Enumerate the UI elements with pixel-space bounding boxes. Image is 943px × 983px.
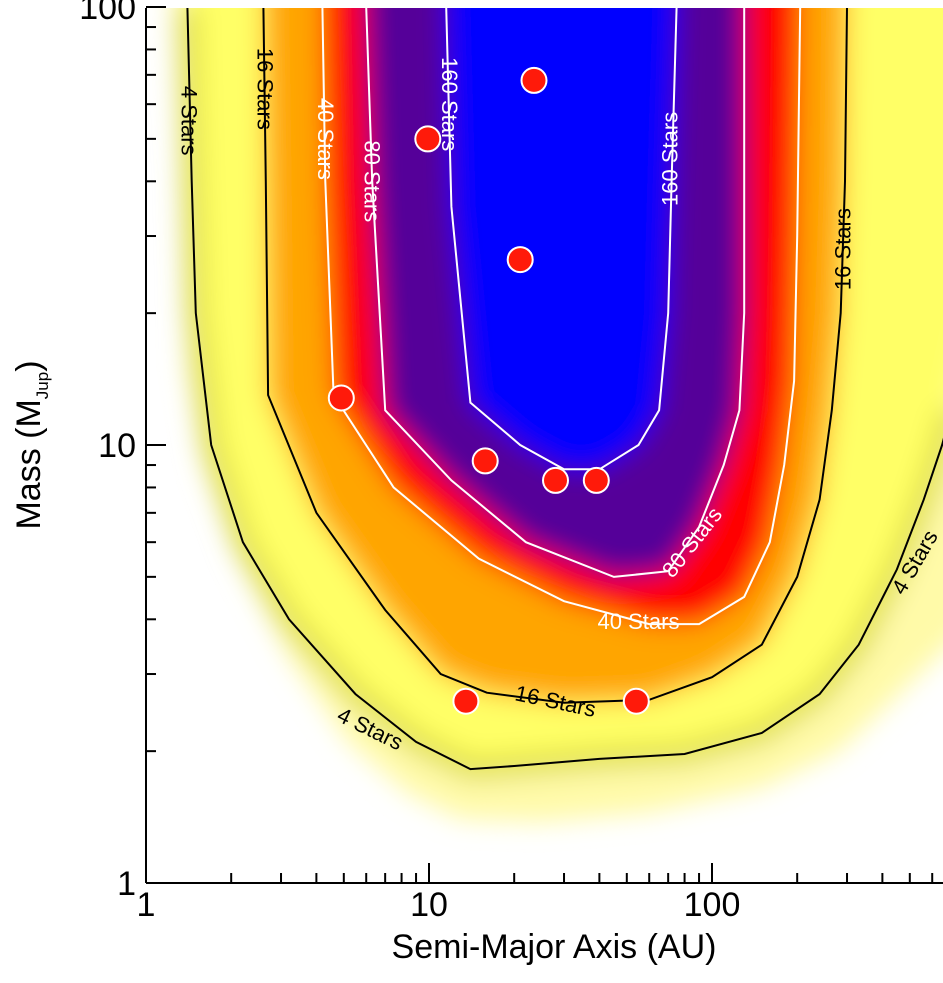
- data-point-0: [520, 66, 548, 94]
- y-ticks: [146, 6, 166, 884]
- data-points: [327, 66, 650, 715]
- data-point-2: [506, 246, 534, 274]
- x-tick-label: 1: [137, 886, 156, 924]
- contour-label-text: 160 Stars: [437, 57, 462, 151]
- contour-label-text: 160 Stars: [657, 112, 682, 206]
- contour-line-4: [186, 8, 943, 771]
- x-axis-title: Semi-Major Axis (AU): [392, 928, 717, 966]
- contour-label-16-0: 16 Stars: [252, 48, 277, 130]
- data-point-5: [542, 466, 569, 494]
- contour-label-text: 16 Stars: [830, 208, 855, 290]
- contour-label-40-0: 40 Stars: [313, 98, 338, 180]
- y-axis-title: Mass (MJup): [10, 360, 52, 529]
- contour-label-80-0: 80 Stars: [360, 140, 385, 222]
- y-axis-title-subscript: Jup: [33, 372, 52, 399]
- x-ticks: [145, 863, 934, 883]
- data-point-7: [452, 687, 480, 715]
- y-axis-title-close: ): [10, 360, 48, 371]
- data-point-4: [471, 447, 499, 475]
- axes: 1 10 100 1 10 100: [79, 0, 943, 924]
- contour-label-text: 16 Stars: [252, 48, 277, 130]
- y-tick-labels: 1 10 100: [79, 0, 136, 903]
- contour-line-80: [365, 8, 746, 578]
- data-point-6: [582, 466, 610, 494]
- y-tick-label: 1: [117, 865, 136, 903]
- contour-label-160-0: 160 Stars: [437, 57, 462, 151]
- contour-label-text: 80 Stars: [360, 140, 385, 222]
- contour-label-160-1: 160 Stars: [657, 112, 682, 206]
- contour-label-4-0: 4 Stars: [177, 86, 202, 156]
- contour-label-text: 40 Stars: [598, 609, 680, 634]
- contour-label-text: 4 Stars: [177, 86, 202, 156]
- data-point-8: [622, 687, 650, 715]
- x-tick-label: 100: [684, 886, 741, 924]
- contour-label-16-2: 16 Stars: [830, 208, 855, 290]
- contour-label-text: 40 Stars: [313, 98, 338, 180]
- y-tick-label: 10: [98, 427, 136, 465]
- data-point-1: [414, 125, 442, 153]
- y-axis-title-main: Mass (M: [10, 399, 48, 529]
- x-tick-labels: 1 10 100: [137, 886, 741, 924]
- x-tick-label: 10: [410, 886, 448, 924]
- y-tick-label: 100: [79, 0, 136, 27]
- heat-band-5: [446, 8, 677, 470]
- data-point-3: [327, 384, 355, 412]
- contour-label-40-1: 40 Stars: [598, 609, 680, 634]
